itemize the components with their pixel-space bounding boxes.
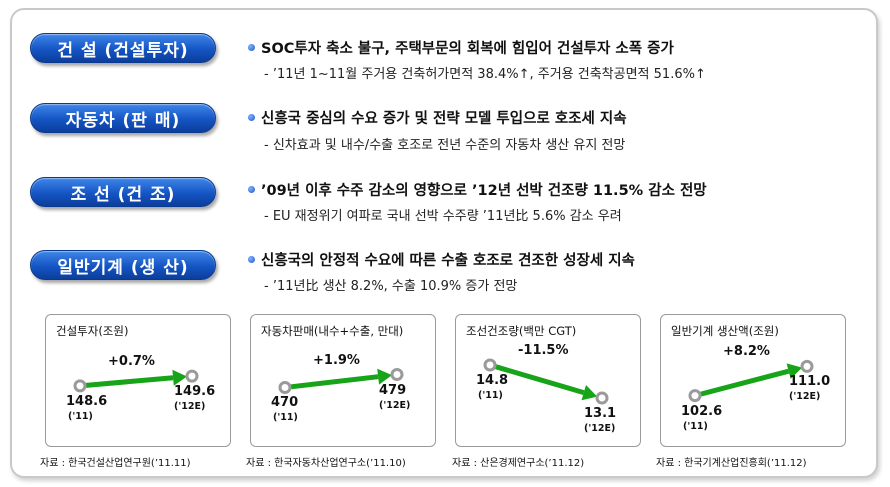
chart-plot bbox=[73, 369, 199, 393]
section-label-automobile: 자동차 (판 매) bbox=[30, 103, 216, 133]
start-marker bbox=[278, 380, 292, 394]
start-period-label: ('11) bbox=[683, 420, 708, 432]
end-value-label: 13.1 bbox=[584, 406, 617, 421]
end-value-label: 111.0 bbox=[789, 374, 831, 390]
start-period-label: ('11) bbox=[273, 412, 298, 424]
headline-text: ’09년 이후 수주 감소의 영향으로 ’12년 선박 건조량 11.5% 감소… bbox=[261, 183, 707, 199]
start-value-label: 14.8 bbox=[476, 373, 509, 388]
section-headline-automobile: 신흥국 중심의 수요 증가 및 전략 모델 투입으로 호조세 지속 bbox=[248, 107, 627, 128]
end-period-label: ('12E) bbox=[174, 401, 206, 413]
trend-arrow-head bbox=[786, 363, 803, 379]
trend-arrow-shaft bbox=[495, 364, 585, 396]
section-detail-shipbuilding: - EU 재정위기 여파로 국내 선박 수주량 ’11년比 5.6% 감소 우려 bbox=[264, 209, 622, 224]
start-marker bbox=[688, 389, 702, 403]
trend-arrow-head bbox=[581, 384, 598, 401]
start-period-label: ('11) bbox=[478, 390, 503, 401]
headline-text: SOC투자 축소 불구, 주택부문의 회복에 힘입어 건설투자 소폭 증가 bbox=[261, 41, 674, 57]
section-label-machinery: 일반기계 (생 산) bbox=[30, 250, 216, 280]
section-headline-shipbuilding: ’09년 이후 수주 감소의 영향으로 ’12년 선박 건조량 11.5% 감소… bbox=[248, 179, 707, 200]
chart-title: 조선건조량(백만 CGT) bbox=[466, 324, 577, 338]
change-label: +8.2% bbox=[723, 344, 770, 360]
chart-box-construction: 건설투자(조원) 148.6 ('11) 149.6 ('12E) +0.7% bbox=[45, 314, 231, 447]
chart-source: 자료 : 산은경제연구소(’11.12) bbox=[452, 458, 585, 469]
chart-box-shipbuilding: 조선건조량(백만 CGT) 14.8 ('11) 13.1 ('12E) -11.5% bbox=[455, 314, 641, 447]
bullet-icon bbox=[248, 43, 255, 51]
end-period-label: ('12E) bbox=[379, 399, 411, 411]
chart-title: 일반기계 생산액(조원) bbox=[671, 324, 779, 338]
chart-source: 자료 : 한국건설산업연구원(’11.11) bbox=[40, 458, 191, 469]
headline-text: 신흥국 중심의 수요 증가 및 전략 모델 투입으로 호조세 지속 bbox=[261, 111, 627, 127]
headline-text: 신흥국의 안정적 수요에 따른 수출 호조로 견조한 성장세 지속 bbox=[261, 253, 635, 269]
end-marker bbox=[185, 369, 199, 383]
end-value-label: 149.6 bbox=[174, 384, 216, 400]
end-marker bbox=[800, 359, 814, 373]
end-period-label: ('12E) bbox=[584, 423, 616, 434]
trend-arrow-shaft bbox=[290, 374, 379, 390]
chart-box-machinery: 일반기계 생산액(조원) 102.6 ('11) 111.0 ('12E) +8.2% bbox=[660, 314, 846, 447]
start-value-label: 102.6 bbox=[681, 403, 723, 419]
chart-title: 건설투자(조원) bbox=[56, 324, 129, 338]
section-label-construction: 건 설 (건설투자) bbox=[30, 33, 216, 63]
chart-plot bbox=[278, 368, 404, 394]
start-value-label: 148.6 bbox=[66, 393, 108, 409]
section-detail-automobile: - 신차효과 및 내수/수출 호조로 전년 수준의 자동차 생산 유지 전망 bbox=[264, 138, 626, 153]
change-label: +0.7% bbox=[108, 354, 155, 370]
section-detail-construction: - ’11년 1~11월 주거용 건축허가면적 38.4%↑, 주거용 건축착공… bbox=[264, 67, 706, 82]
change-label: -11.5% bbox=[518, 343, 569, 358]
end-marker bbox=[595, 391, 609, 405]
bullet-icon bbox=[248, 113, 255, 121]
section-detail-machinery: - ’11년比 생산 8.2%, 수출 10.9% 증가 전망 bbox=[264, 279, 518, 294]
start-value-label: 470 bbox=[271, 395, 299, 411]
end-marker bbox=[390, 368, 404, 382]
chart-title: 자동차판매(내수+수출, 만대) bbox=[261, 324, 404, 338]
start-marker bbox=[73, 379, 87, 393]
trend-arrow-shaft bbox=[85, 375, 174, 388]
end-value-label: 479 bbox=[379, 382, 407, 398]
section-headline-construction: SOC투자 축소 불구, 주택부문의 회복에 힘입어 건설투자 소폭 증가 bbox=[248, 37, 674, 58]
bullet-icon bbox=[248, 255, 255, 263]
chart-source: 자료 : 한국기계산업진흥회(’11.12) bbox=[656, 458, 807, 469]
chart-source: 자료 : 한국자동차산업연구소(’11.10) bbox=[246, 458, 406, 469]
trend-arrow-head bbox=[172, 369, 188, 386]
chart-plot bbox=[688, 359, 814, 403]
trend-arrow-shaft bbox=[700, 368, 790, 397]
end-period-label: ('12E) bbox=[789, 391, 821, 403]
chart-plot bbox=[483, 358, 609, 405]
change-label: +1.9% bbox=[313, 352, 360, 368]
chart-box-automobile: 자동차판매(내수+수출, 만대) 470 ('11) 479 ('12E) +1.9% bbox=[250, 314, 436, 447]
section-headline-machinery: 신흥국의 안정적 수요에 따른 수출 호조로 견조한 성장세 지속 bbox=[248, 249, 635, 270]
start-period-label: ('11) bbox=[68, 410, 93, 422]
trend-arrow-head bbox=[377, 368, 393, 385]
bullet-icon bbox=[248, 185, 255, 193]
section-label-shipbuilding: 조 선 (건 조) bbox=[30, 177, 216, 207]
start-marker bbox=[483, 358, 497, 372]
